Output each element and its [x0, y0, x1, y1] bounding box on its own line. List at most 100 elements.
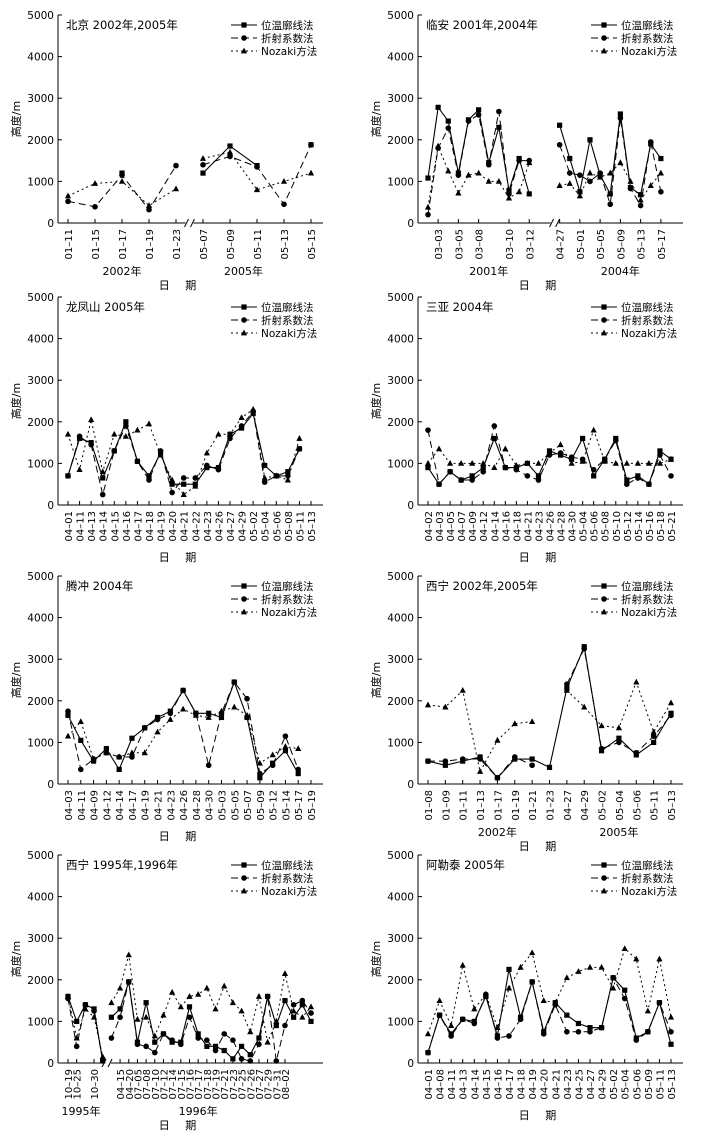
x-tick-label: 07–14: [168, 1069, 179, 1099]
y-tick-label: 4000: [27, 334, 54, 346]
axis-break-gap: [550, 219, 559, 227]
data-point: [123, 419, 129, 425]
data-point: [656, 999, 663, 1006]
data-point: [125, 979, 132, 985]
data-point: [88, 416, 95, 423]
data-point: [299, 1013, 306, 1020]
data-point: [455, 172, 462, 178]
data-point: [295, 766, 302, 773]
x-tick-label: 05–21: [667, 511, 678, 541]
data-point: [180, 705, 187, 712]
y-axis-label: 高度/m: [369, 383, 383, 419]
data-point: [203, 984, 210, 991]
data-point: [180, 475, 187, 481]
data-point: [590, 426, 597, 433]
data-point: [477, 756, 483, 762]
x-tick-label: 04–09: [468, 511, 479, 541]
data-point: [633, 955, 640, 962]
data-point: [145, 202, 153, 208]
x-tick-label: 04–14: [470, 1069, 481, 1099]
x-tick-label: 04–23: [166, 790, 177, 820]
x-tick-label: 07–05: [133, 1069, 144, 1099]
data-point: [436, 997, 443, 1003]
x-tick-label: 04–19: [141, 790, 152, 820]
x-axis-label: 日 期: [519, 840, 563, 853]
x-tick-label: 07–23: [229, 1069, 240, 1099]
data-point: [64, 192, 72, 199]
x-tick-label: 05–05: [596, 229, 607, 259]
x-tick-label: 05–04: [579, 511, 590, 541]
data-point: [651, 739, 657, 745]
series-line: [427, 111, 530, 215]
y-tick-label: 0: [47, 500, 54, 512]
legend-marker: [240, 329, 248, 336]
data-point: [480, 468, 487, 475]
series-2: [425, 108, 664, 218]
legend-marker: [601, 22, 607, 28]
data-point: [256, 1035, 262, 1041]
data-point: [658, 189, 664, 195]
data-point: [568, 460, 575, 466]
year-label: 2005年: [224, 264, 263, 278]
data-point: [221, 1031, 228, 1037]
data-point: [221, 982, 228, 989]
data-point: [103, 746, 109, 752]
data-point: [123, 423, 129, 429]
data-point: [143, 1043, 149, 1050]
x-tick-label: 05–13: [280, 229, 291, 259]
data-point: [192, 475, 199, 481]
legend-label: 位温廓线法: [621, 859, 674, 872]
data-point: [125, 951, 132, 958]
data-point: [657, 448, 663, 454]
data-point: [656, 460, 664, 466]
data-point: [496, 108, 502, 115]
data-point: [610, 984, 617, 991]
x-tick-label: 05–02: [609, 1069, 620, 1099]
data-point: [445, 125, 452, 131]
x-tick-label: 05–11: [295, 511, 306, 541]
y-tick-label: 2000: [27, 696, 54, 708]
x-tick-label: 05–16: [645, 511, 656, 541]
data-point: [647, 139, 654, 145]
series-line: [427, 144, 530, 208]
data-point: [491, 423, 498, 429]
x-tick-label: 01–19: [145, 229, 156, 259]
legend-marker: [241, 583, 247, 589]
data-point: [581, 703, 588, 710]
x-tick-label: 04–01: [424, 1069, 435, 1099]
data-point: [598, 1024, 605, 1031]
data-point: [226, 430, 234, 437]
x-axis-label: 日 期: [159, 279, 203, 292]
y-tick-label: 3000: [387, 375, 414, 387]
x-tick-label: 04–23: [563, 1069, 574, 1099]
legend-label: Nozaki方法: [261, 885, 317, 898]
x-tick-label: 05–08: [284, 511, 295, 541]
data-point: [465, 171, 472, 178]
x-tick-label: 07–29: [264, 1069, 275, 1099]
data-point: [535, 460, 542, 466]
x-tick-label: 05–12: [269, 790, 280, 820]
series-line: [67, 680, 299, 779]
data-point: [494, 1024, 501, 1031]
data-point: [601, 457, 608, 464]
data-point: [74, 1018, 80, 1024]
data-point: [495, 178, 502, 184]
data-point: [119, 172, 125, 178]
data-point: [425, 211, 431, 218]
data-point: [646, 481, 652, 488]
x-tick-label: 05–15: [307, 229, 318, 259]
data-point: [563, 687, 570, 693]
data-point: [280, 178, 288, 184]
data-point: [576, 192, 583, 199]
data-point: [638, 192, 644, 198]
data-point: [88, 441, 94, 448]
data-point: [502, 464, 509, 471]
data-point: [295, 771, 301, 777]
data-point: [482, 990, 489, 997]
data-point: [146, 477, 152, 483]
data-point: [436, 1012, 443, 1018]
data-point: [505, 984, 513, 991]
data-point: [90, 1013, 98, 1020]
data-point: [579, 457, 586, 464]
